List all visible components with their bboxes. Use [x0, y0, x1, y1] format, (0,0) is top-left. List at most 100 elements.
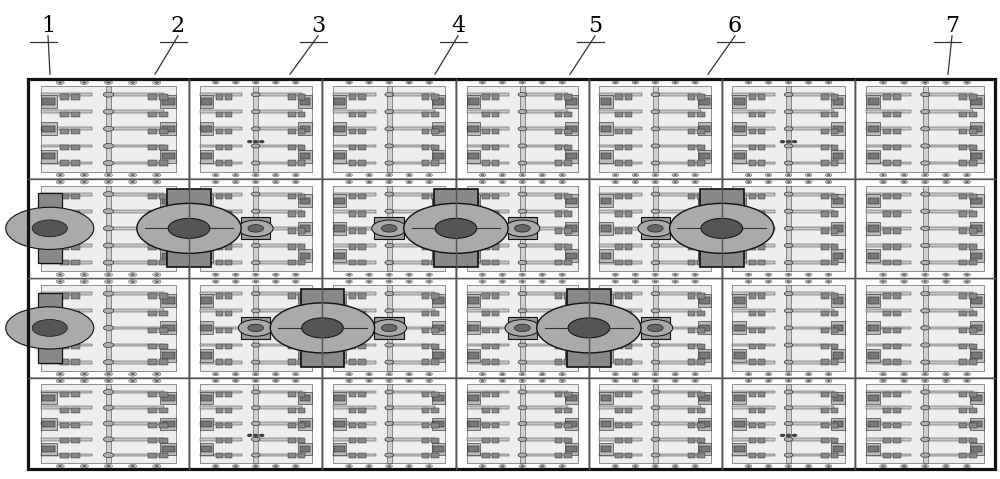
Bar: [148, 160, 157, 166]
Circle shape: [784, 226, 793, 230]
Bar: [41, 422, 92, 425]
Circle shape: [880, 465, 887, 468]
Circle shape: [784, 453, 793, 457]
Bar: [831, 359, 838, 365]
Bar: [288, 328, 296, 333]
Bar: [259, 193, 302, 195]
Bar: [288, 244, 296, 250]
Bar: [929, 193, 973, 195]
Bar: [792, 227, 834, 230]
Circle shape: [107, 380, 110, 382]
Bar: [699, 446, 710, 452]
Circle shape: [103, 342, 114, 347]
Circle shape: [234, 466, 237, 467]
Circle shape: [612, 81, 619, 84]
Bar: [526, 422, 568, 425]
Circle shape: [155, 82, 159, 83]
Bar: [41, 227, 92, 230]
Circle shape: [943, 373, 950, 376]
Circle shape: [638, 220, 673, 237]
Bar: [697, 408, 705, 413]
Bar: [422, 438, 429, 444]
Bar: [971, 395, 982, 401]
Circle shape: [518, 309, 527, 313]
Bar: [113, 261, 164, 264]
Circle shape: [501, 380, 504, 382]
Circle shape: [302, 318, 343, 338]
Bar: [200, 210, 242, 213]
Bar: [732, 292, 775, 295]
Circle shape: [651, 292, 660, 296]
Bar: [959, 392, 967, 397]
Circle shape: [58, 466, 62, 467]
Bar: [298, 408, 305, 413]
Bar: [298, 160, 305, 166]
Circle shape: [274, 466, 277, 467]
Bar: [71, 160, 80, 166]
Bar: [298, 129, 305, 134]
Bar: [431, 438, 439, 444]
Bar: [599, 361, 642, 364]
Bar: [216, 94, 223, 100]
Bar: [970, 418, 984, 430]
Bar: [758, 94, 765, 100]
Bar: [160, 122, 176, 135]
Bar: [734, 446, 745, 452]
Bar: [190, 80, 321, 178]
Circle shape: [251, 437, 260, 441]
Bar: [358, 392, 366, 397]
Circle shape: [612, 181, 619, 183]
Bar: [200, 110, 242, 113]
Bar: [697, 160, 705, 166]
Circle shape: [767, 380, 770, 382]
Circle shape: [481, 182, 484, 183]
Bar: [431, 160, 439, 166]
Bar: [298, 328, 305, 333]
Circle shape: [214, 380, 217, 382]
Bar: [625, 344, 632, 350]
Bar: [555, 392, 562, 397]
Bar: [698, 418, 711, 430]
Bar: [42, 225, 55, 231]
Bar: [732, 309, 775, 312]
Bar: [520, 86, 525, 171]
Bar: [457, 378, 588, 469]
Bar: [831, 321, 845, 334]
Bar: [113, 161, 164, 164]
Bar: [923, 285, 928, 371]
Bar: [565, 122, 578, 135]
Circle shape: [784, 422, 793, 426]
Bar: [482, 94, 490, 100]
Bar: [148, 94, 157, 100]
Bar: [200, 261, 242, 264]
Circle shape: [945, 281, 948, 282]
Bar: [792, 438, 834, 441]
Circle shape: [252, 379, 259, 383]
Circle shape: [745, 181, 752, 183]
Circle shape: [501, 174, 504, 176]
Circle shape: [386, 81, 393, 84]
Bar: [298, 150, 312, 163]
Circle shape: [428, 466, 431, 467]
Bar: [821, 310, 829, 316]
Circle shape: [519, 173, 526, 177]
Bar: [866, 210, 911, 213]
Bar: [659, 391, 701, 393]
Bar: [71, 294, 80, 299]
Bar: [866, 392, 880, 404]
Bar: [564, 160, 572, 166]
Bar: [333, 222, 346, 235]
Bar: [959, 260, 967, 265]
Circle shape: [385, 261, 393, 264]
Circle shape: [435, 218, 477, 239]
Bar: [566, 395, 577, 401]
Bar: [492, 211, 499, 217]
Bar: [200, 294, 213, 307]
Circle shape: [612, 273, 619, 276]
Bar: [732, 443, 746, 455]
Bar: [866, 110, 911, 113]
Circle shape: [251, 453, 260, 457]
Circle shape: [274, 174, 277, 176]
Bar: [467, 244, 509, 247]
Bar: [216, 129, 223, 134]
